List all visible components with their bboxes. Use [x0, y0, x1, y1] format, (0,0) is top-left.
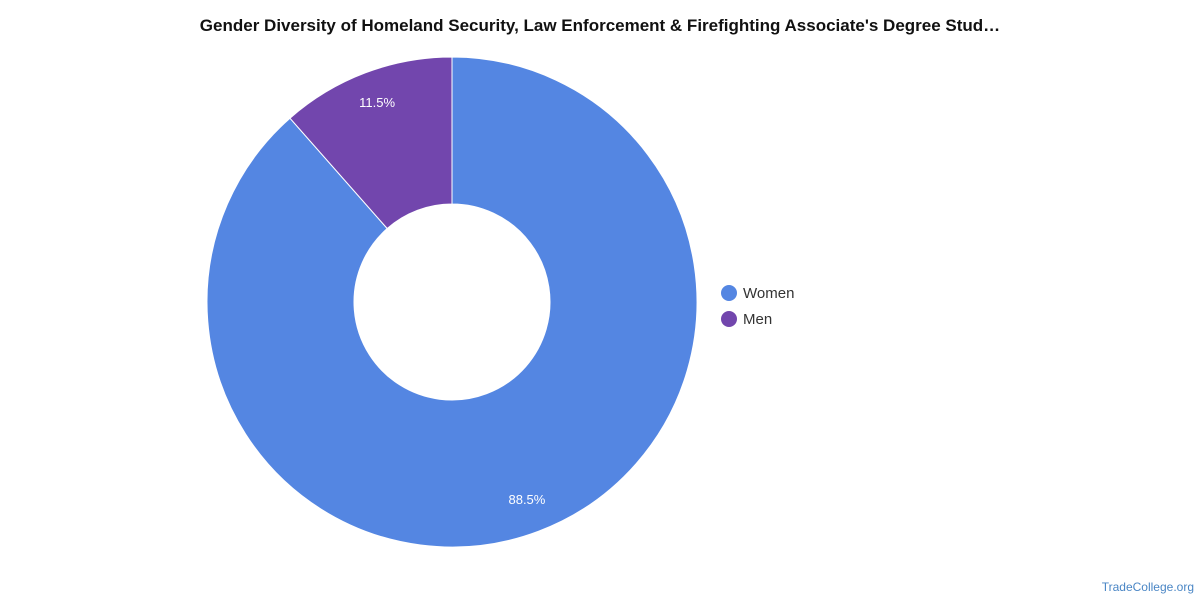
- legend-label-women: Women: [743, 284, 795, 302]
- slice-women[interactable]: [206, 56, 698, 548]
- legend-swatch-men: [721, 311, 737, 327]
- legend-item-women[interactable]: Women: [721, 280, 794, 306]
- legend: Women Men: [721, 280, 794, 332]
- chart-title: Gender Diversity of Homeland Security, L…: [199, 16, 1001, 35]
- legend-swatch-women: [721, 285, 737, 301]
- source-link[interactable]: TradeCollege.org: [1101, 580, 1194, 594]
- data-label-women: 88.5%: [508, 492, 545, 507]
- legend-label-men: Men: [743, 310, 773, 328]
- data-label-men: 11.5%: [359, 95, 395, 110]
- slice-men[interactable]: [289, 56, 453, 230]
- legend-item-men[interactable]: Men: [721, 306, 794, 332]
